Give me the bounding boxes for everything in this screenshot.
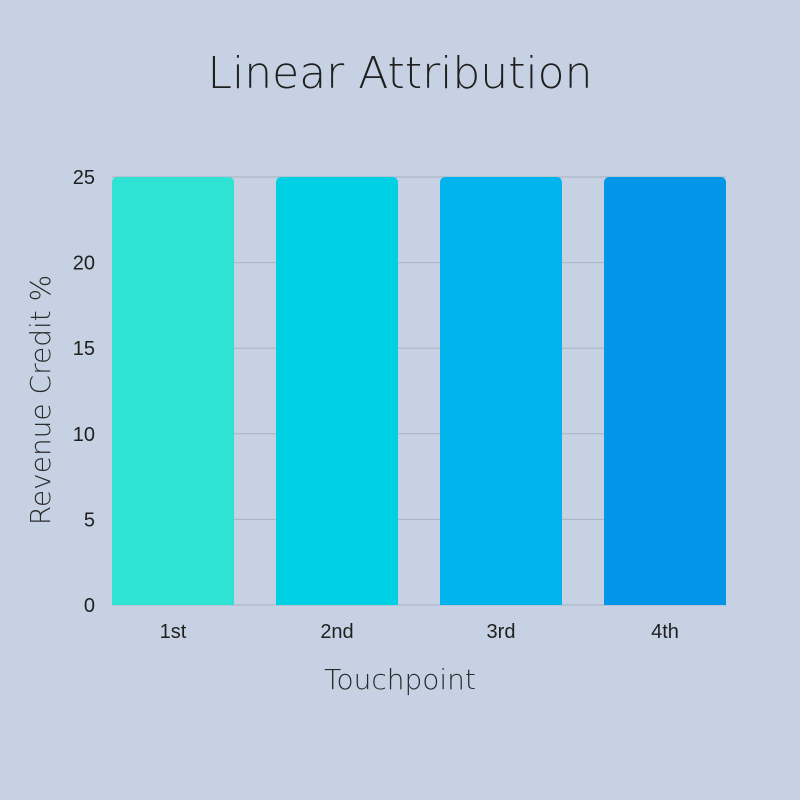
y-axis-ticks: 0 5 10 15 20 25	[73, 167, 95, 617]
y-tick-label: 20	[73, 253, 95, 275]
bar-2nd	[276, 177, 398, 605]
bar-1st	[112, 177, 234, 605]
y-tick-label: 0	[84, 595, 95, 617]
y-tick-label: 10	[73, 424, 95, 446]
x-tick-label: 3rd	[487, 621, 516, 643]
y-tick-label: 25	[73, 167, 95, 189]
x-tick-label: 1st	[160, 621, 187, 643]
x-tick-label: 2nd	[320, 621, 353, 643]
y-tick-label: 5	[84, 509, 95, 531]
x-tick-label: 4th	[651, 621, 679, 643]
y-axis-label: Revenue Credit %	[24, 275, 57, 526]
chart-title: Linear Attribution	[208, 48, 593, 99]
bar-3rd	[440, 177, 562, 605]
y-tick-label: 15	[73, 338, 95, 360]
bars	[112, 177, 726, 605]
x-axis-ticks: 1st 2nd 3rd 4th	[160, 621, 679, 643]
x-axis-label: Touchpoint	[324, 663, 476, 696]
bar-4th	[604, 177, 726, 605]
